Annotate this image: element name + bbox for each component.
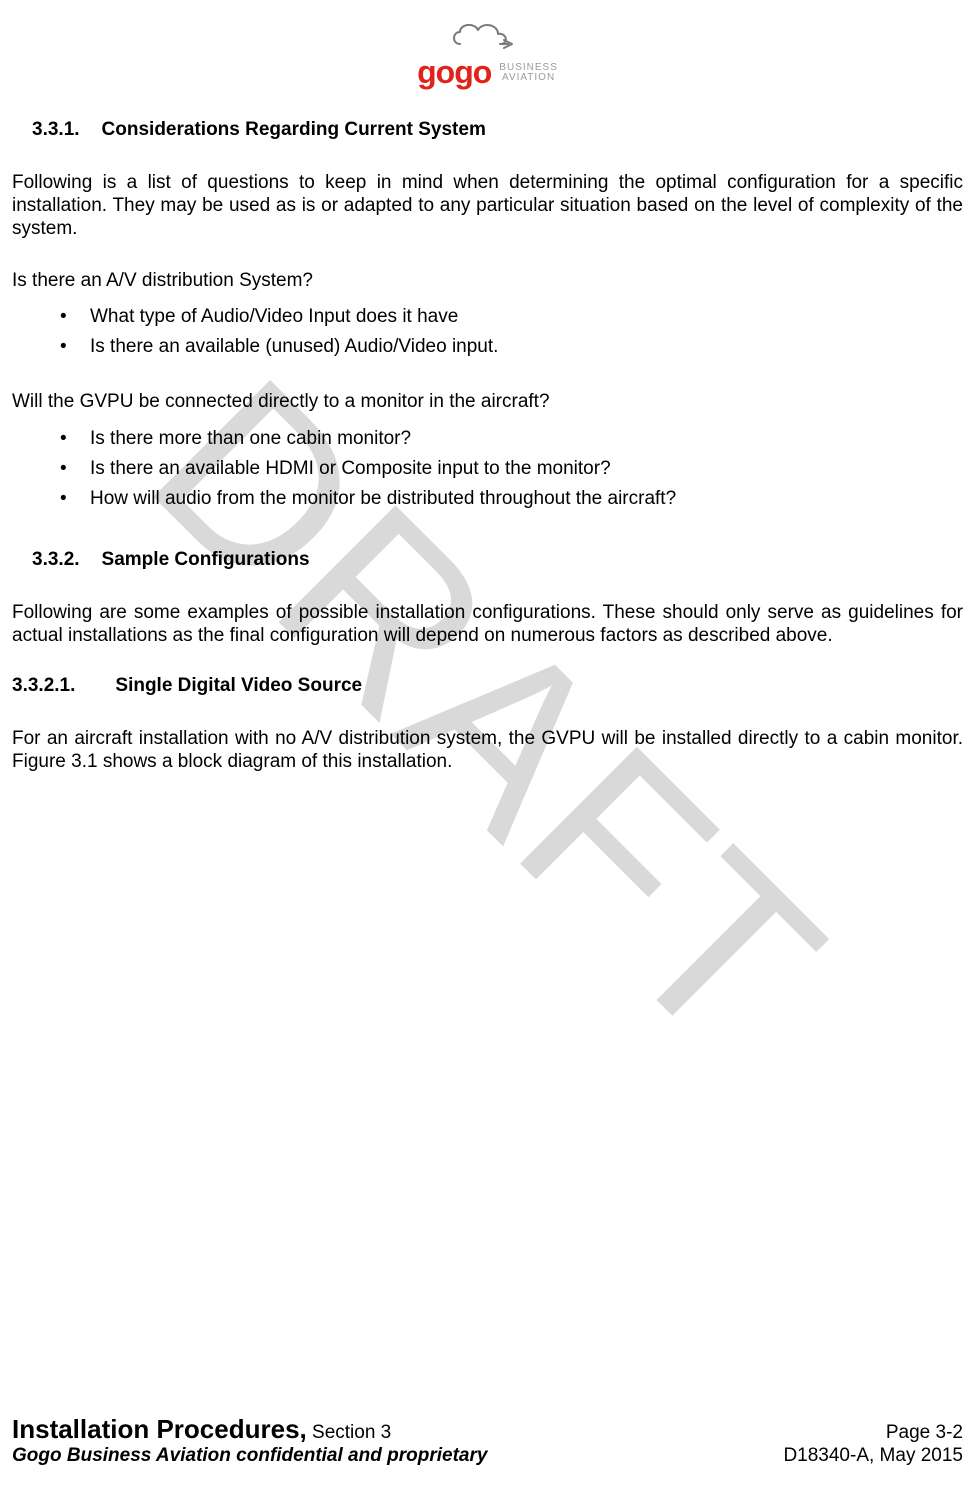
para-332-intro: Following are some examples of possible … [12,601,963,647]
para-q2: Will the GVPU be connected directly to a… [12,390,963,413]
list-item: Is there an available (unused) Audio/Vid… [12,332,963,362]
para-q1: Is there an A/V distribution System? [12,269,963,292]
heading-number: 3.3.2. [32,549,80,571]
heading-title: Considerations Regarding Current System [102,119,486,140]
heading-3-3-2-1: 3.3.2.1. Single Digital Video Source [12,675,963,697]
para-331-intro: Following is a list of questions to keep… [12,171,963,241]
heading-number: 3.3.2.1. [12,675,75,697]
para-3321-body: For an aircraft installation with no A/V… [12,727,963,773]
heading-number: 3.3.1. [32,119,80,141]
list-q1: What type of Audio/Video Input does it h… [12,302,963,363]
page-footer: Installation Procedures, Section 3 Page … [12,1414,963,1467]
footer-confidential: Gogo Business Aviation confidential and … [12,1445,487,1467]
heading-title: Sample Configurations [102,549,310,570]
logo-line2: AVIATION [499,73,558,83]
heading-3-3-2: 3.3.2. Sample Configurations [32,549,963,571]
heading-3-3-1: 3.3.1. Considerations Regarding Current S… [32,119,963,141]
logo-brand-text: gogo [417,54,491,91]
heading-title: Single Digital Video Source [115,675,362,696]
list-item: What type of Audio/Video Input does it h… [12,302,963,332]
footer-page: Page 3-2 [886,1422,963,1444]
list-item: How will audio from the monitor be distr… [12,484,963,514]
list-item: Is there an available HDMI or Composite … [12,454,963,484]
header-logo: gogo BUSINESS AVIATION [12,18,963,91]
footer-docid: D18340-A, May 2015 [783,1445,963,1467]
logo-line1: BUSINESS [499,63,558,73]
footer-title-small: Section 3 [307,1422,392,1443]
list-q2: Is there more than one cabin monitor? Is… [12,424,963,515]
footer-title-big: Installation Procedures, [12,1414,307,1444]
list-item: Is there more than one cabin monitor? [12,424,963,454]
cloud-icon [448,18,526,52]
